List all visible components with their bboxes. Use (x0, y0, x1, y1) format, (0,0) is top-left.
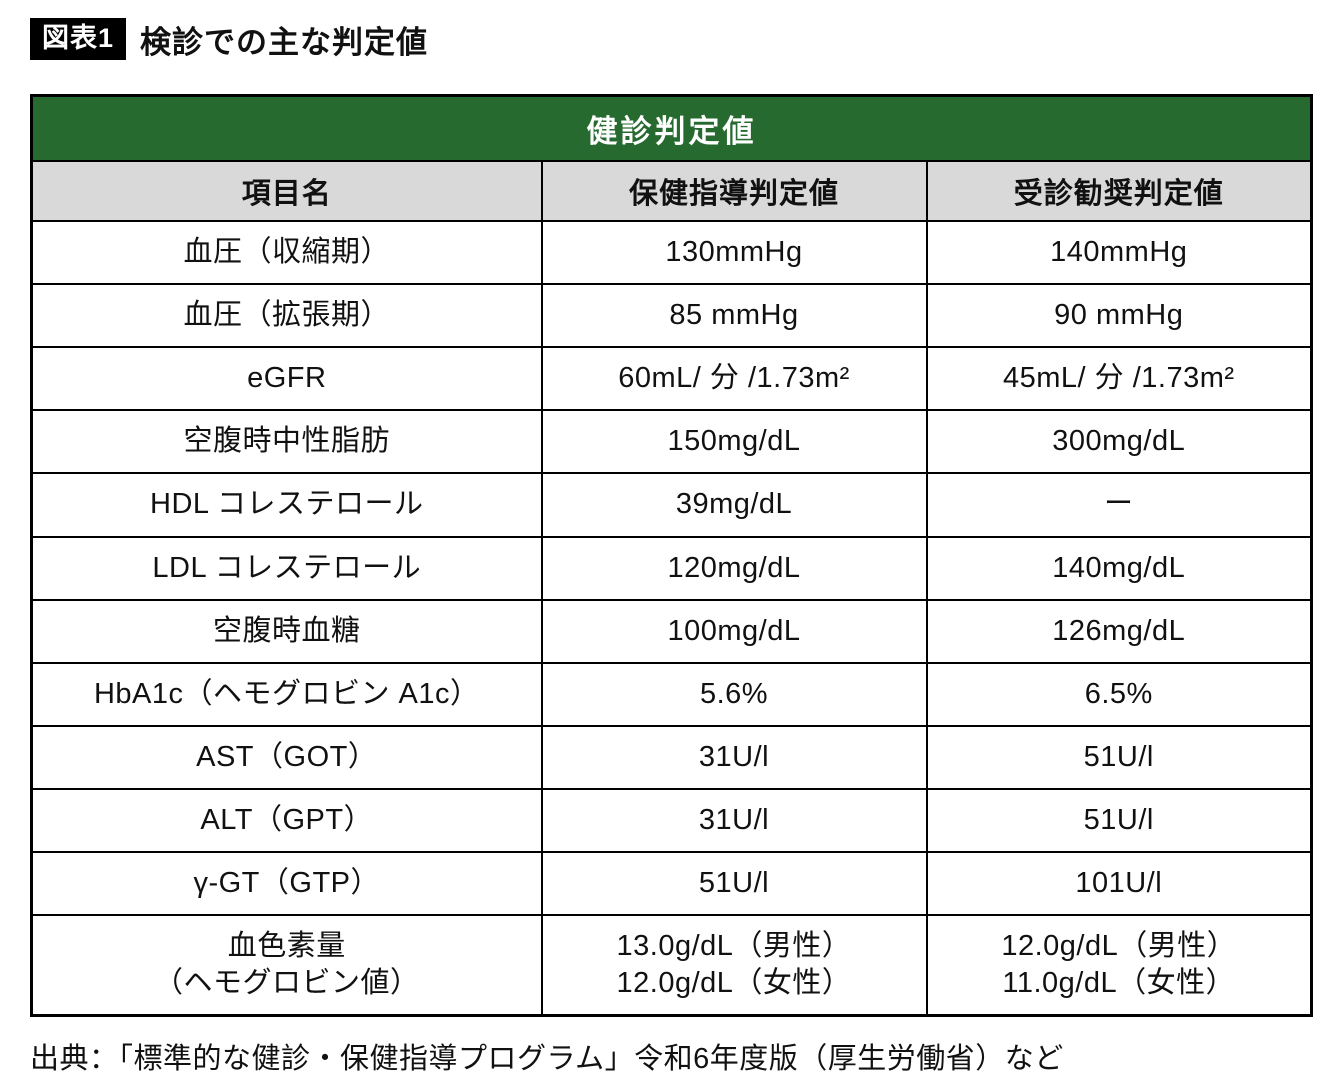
guidance-value-cell: 5.6% (540, 661, 928, 727)
item-name-cell: 空腹時血糖 (30, 598, 543, 664)
table-row-fasting-triglycerides: 空腹時中性脂肪 150mg/dL 300mg/dL (30, 409, 1313, 475)
item-name-cell: ALT（GPT） (30, 787, 543, 854)
guidance-value-cell: 13.0g/dL（男性） 12.0g/dL（女性） (540, 914, 928, 1017)
item-name-cell: 血圧（拡張期） (30, 283, 543, 349)
item-name-cell: 血色素量 （ヘモグロビン値） (30, 914, 543, 1017)
item-name-cell: HbA1c（ヘモグロビン A1c） (30, 661, 543, 727)
referral-value-cell: 51U/l (925, 787, 1313, 854)
item-name-cell: AST（GOT） (30, 724, 543, 790)
referral-value-cell: 101U/l (925, 851, 1313, 917)
item-name-cell: eGFR (30, 346, 543, 412)
table-row-hemoglobin: 血色素量 （ヘモグロビン値） 13.0g/dL（男性） 12.0g/dL（女性）… (30, 914, 1313, 1017)
column-header-referral-value: 受診勧奨判定値 (925, 160, 1313, 222)
referral-value-cell: 51U/l (925, 724, 1313, 790)
item-name-cell: 血圧（収縮期） (30, 219, 543, 286)
referral-value-cell: 12.0g/dL（男性） 11.0g/dL（女性） (925, 914, 1313, 1017)
table-row-hba1c: HbA1c（ヘモグロビン A1c） 5.6% 6.5% (30, 661, 1313, 727)
guidance-value-cell: 85 mmHg (540, 283, 928, 349)
figure-tag: 図表1 (30, 18, 127, 60)
guidance-value-cell: 31U/l (540, 724, 928, 790)
figure-header: 図表1 検診での主な判定値 (30, 16, 1310, 62)
guidance-value-cell: 100mg/dL (540, 598, 928, 664)
column-header-guidance-value: 保健指導判定値 (540, 160, 928, 222)
guidance-value-cell: 51U/l (540, 851, 928, 917)
table-title-row: 健診判定値 (30, 94, 1313, 162)
guidance-value-cell: 60mL/ 分 /1.73m² (540, 346, 928, 412)
item-name-cell: γ-GT（GTP） (30, 851, 543, 917)
item-name-cell: HDL コレステロール (30, 472, 543, 538)
table-row-hdl-cholesterol: HDL コレステロール 39mg/dL ー (30, 472, 1313, 538)
referral-value-cell: 6.5% (925, 661, 1313, 727)
table-row-fasting-blood-sugar: 空腹時血糖 100mg/dL 126mg/dL (30, 598, 1313, 664)
guidance-value-cell: 130mmHg (540, 219, 928, 286)
table-row-gamma-gt: γ-GT（GTP） 51U/l 101U/l (30, 851, 1313, 917)
item-name-cell: 空腹時中性脂肪 (30, 409, 543, 475)
referral-value-cell: 45mL/ 分 /1.73m² (925, 346, 1313, 412)
table-row-blood-pressure-diastolic: 血圧（拡張期） 85 mmHg 90 mmHg (30, 283, 1313, 349)
referral-value-cell: 126mg/dL (925, 598, 1313, 664)
item-name-cell: LDL コレステロール (30, 535, 543, 601)
table-row-ldl-cholesterol: LDL コレステロール 120mg/dL 140mg/dL (30, 535, 1313, 601)
column-header-row: 項目名 保健指導判定値 受診勧奨判定値 (30, 160, 1313, 222)
referral-value-cell: 140mg/dL (925, 535, 1313, 601)
guidance-value-cell: 31U/l (540, 787, 928, 854)
referral-value-cell: 300mg/dL (925, 409, 1313, 475)
guidance-value-cell: 39mg/dL (540, 472, 928, 538)
column-header-item-name: 項目名 (30, 160, 543, 222)
table-row-egfr: eGFR 60mL/ 分 /1.73m² 45mL/ 分 /1.73m² (30, 346, 1313, 412)
source-note: 出典：「標準的な健診・保健指導プログラム」令和6年度版（厚生労働省）など (30, 1043, 1064, 1076)
table-row-alt-gpt: ALT（GPT） 31U/l 51U/l (30, 787, 1313, 854)
health-checkup-values-table: 健診判定値 項目名 保健指導判定値 受診勧奨判定値 血圧（収縮期） 130mmH… (30, 94, 1314, 1018)
table-title: 健診判定値 (30, 94, 1313, 162)
referral-value-cell: 140mmHg (925, 219, 1313, 286)
figure-title: 検診での主な判定値 (140, 24, 429, 60)
guidance-value-cell: 150mg/dL (540, 409, 928, 475)
referral-value-cell: ー (925, 472, 1313, 538)
guidance-value-cell: 120mg/dL (540, 535, 928, 601)
table-row-ast-got: AST（GOT） 31U/l 51U/l (30, 724, 1313, 790)
table-row-blood-pressure-systolic: 血圧（収縮期） 130mmHg 140mmHg (30, 219, 1313, 286)
referral-value-cell: 90 mmHg (925, 283, 1313, 349)
